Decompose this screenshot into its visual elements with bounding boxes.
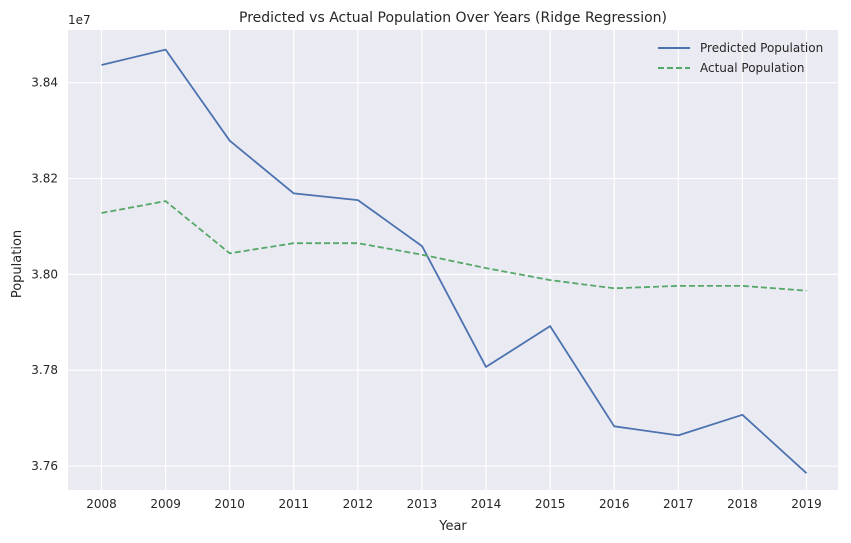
x-tick-label: 2016	[599, 497, 630, 511]
series-line-actual	[101, 200, 807, 292]
x-tick-label: 2014	[471, 497, 502, 511]
legend: Predicted Population Actual Population	[658, 41, 823, 75]
series-line-predicted	[101, 48, 808, 474]
x-tick-label: 2012	[343, 497, 374, 511]
x-axis-label: Year	[438, 519, 467, 534]
series-layer	[101, 48, 808, 474]
y-tick-label: 3.78	[31, 363, 58, 377]
y-tick-label: 3.80	[31, 267, 58, 281]
x-tick-label: 2013	[407, 497, 438, 511]
plot-background	[68, 30, 838, 490]
y-tick-label: 3.82	[31, 172, 58, 186]
chart-title: Predicted vs Actual Population Over Year…	[239, 10, 667, 26]
x-tick-label: 2019	[791, 497, 822, 511]
x-tick-labels: 2008 2009 2010 2011 2012 2013 2014 2015 2016 2017…	[86, 497, 822, 511]
x-tick-label: 2008	[86, 497, 117, 511]
x-tick-label: 2011	[278, 497, 309, 511]
x-tick-label: 2015	[535, 497, 566, 511]
grid-lines	[68, 30, 838, 490]
y-tick-label: 3.84	[31, 76, 58, 90]
y-axis-label: Population	[10, 230, 25, 298]
x-tick-label: 2009	[150, 497, 181, 511]
legend-label-actual: Actual Population	[700, 61, 804, 75]
legend-label-predicted: Predicted Population	[700, 41, 823, 55]
y-offset-label: 1e7	[68, 13, 91, 27]
y-tick-label: 3.76	[31, 459, 58, 473]
y-tick-labels: 3.76 3.78 3.80 3.82 3.84	[31, 76, 58, 473]
x-tick-label: 2017	[663, 497, 694, 511]
x-tick-label: 2018	[727, 497, 758, 511]
x-tick-label: 2010	[214, 497, 245, 511]
